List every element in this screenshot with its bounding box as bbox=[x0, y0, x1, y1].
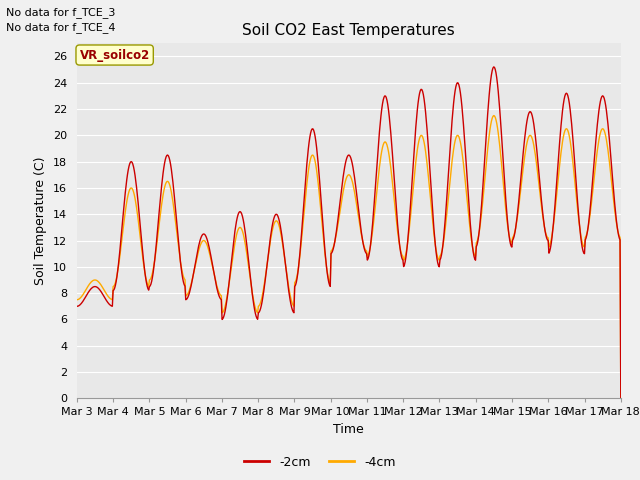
Text: No data for f_TCE_3: No data for f_TCE_3 bbox=[6, 7, 116, 18]
Text: VR_soilco2: VR_soilco2 bbox=[79, 48, 150, 61]
X-axis label: Time: Time bbox=[333, 423, 364, 436]
Text: No data for f_TCE_4: No data for f_TCE_4 bbox=[6, 22, 116, 33]
Legend: -2cm, -4cm: -2cm, -4cm bbox=[239, 451, 401, 474]
Y-axis label: Soil Temperature (C): Soil Temperature (C) bbox=[35, 156, 47, 285]
Title: Soil CO2 East Temperatures: Soil CO2 East Temperatures bbox=[243, 23, 455, 38]
